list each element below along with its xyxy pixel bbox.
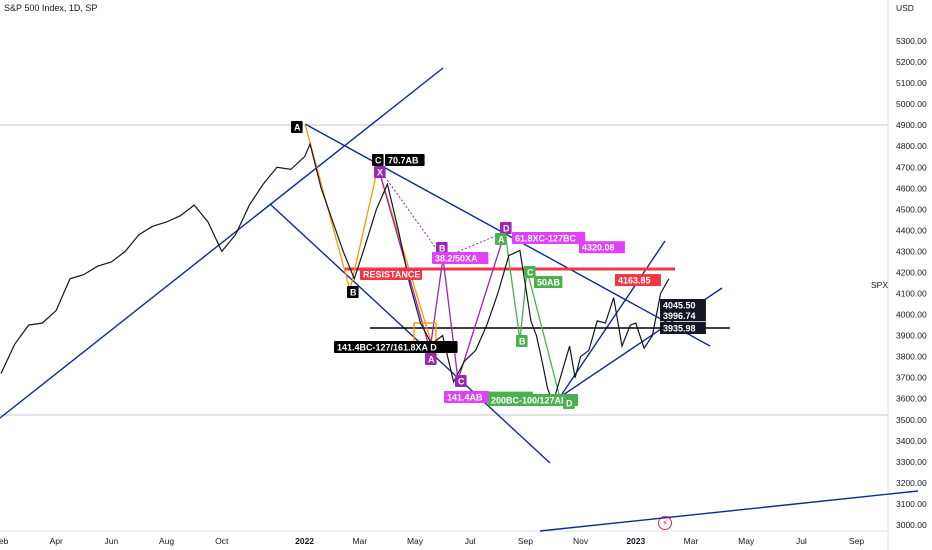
pattern-label-box [534,276,563,288]
y-tick-label: 4800.00 [896,141,927,151]
price-level-box [615,274,661,287]
x-tick-label: Nov [573,536,589,546]
x-tick-label: Oct [215,536,229,546]
y-tick-label: 3700.00 [896,373,927,383]
pattern-label-box [524,266,536,278]
y-tick-label: 5300.00 [896,36,927,46]
pattern-label-box [512,232,586,244]
pattern-label: A [294,123,301,133]
y-tick-label: 3300.00 [896,457,927,467]
pattern-label-box [495,233,507,245]
pattern-label: RESISTANCE [363,270,420,280]
price-level-box [579,241,625,254]
pattern-label: C [527,268,534,278]
y-tick-label: 3200.00 [896,478,927,488]
y-tick-label: 5200.00 [896,57,927,67]
y-tick-label: 3400.00 [896,436,927,446]
price-level-label: 3996.74 [663,311,696,321]
y-tick-label: 5100.00 [896,78,927,88]
x-tick-label: 2022 [295,536,314,546]
y-tick-label: 4000.00 [896,310,927,320]
x-tick-label: Jul [796,536,807,546]
x-tick-label: Mar [352,536,367,546]
x-tick-label: Feb [0,536,9,546]
x-tick-label: Sep [849,536,864,546]
price-level-box [660,298,706,311]
pattern-label-box [425,353,437,365]
pattern-label: B [519,337,526,347]
y-tick-label: 3500.00 [896,415,927,425]
pattern-label: D [566,399,573,409]
pattern-label-box [347,286,359,298]
pattern-label-box [444,391,490,403]
pattern-label: X [377,168,383,178]
pattern-label-box [488,394,578,406]
y-tick-label: 3100.00 [896,499,927,509]
price-series-line [0,142,670,405]
pattern-label-box [334,341,458,353]
pattern-label-box [360,268,422,280]
x-tick-label: 2023 [626,536,645,546]
pattern-label: C [375,156,382,166]
y-tick-label: 4900.00 [896,120,927,130]
y-tick-label: 4600.00 [896,183,927,193]
y-tick-label: 3900.00 [896,331,927,341]
y-tick-label: 3800.00 [896,352,927,362]
pattern-label: A [428,355,435,365]
pattern-label-box [436,242,448,254]
y-tick-label: 3600.00 [896,394,927,404]
x-tick-label: Apr [50,536,63,546]
x-tick-label: Aug [159,536,174,546]
pattern-label: B [439,244,446,254]
price-level-box [660,309,706,322]
pattern-label: 61.8XC-127BC [515,234,577,244]
pattern-label: C [458,377,465,387]
y-tick-label: 4100.00 [896,289,927,299]
lightning-icon[interactable]: ⚡ [658,516,672,530]
x-tick-label: Mar [684,536,699,546]
pattern-label-box [455,375,467,387]
pattern-label: 141.4AB [447,393,483,403]
x-tick-label: Sep [518,536,533,546]
y-tick-label: 4300.00 [896,246,927,256]
price-level-label: 4320.08 [582,243,615,253]
y-tick-label: 3000.00 [896,520,927,530]
y-tick-label: 4200.00 [896,267,927,277]
x-tick-label: Jun [105,536,119,546]
symbol-label: SPX [871,280,888,290]
y-tick-label: 4700.00 [896,162,927,172]
pattern-label: 38.2/50XA [435,254,478,264]
price-level-label: 3935.98 [663,324,696,334]
pattern-label: 70.7AB [388,156,419,166]
pattern-label-box [516,335,528,347]
pattern-label: A [498,235,505,245]
pattern-label-box [374,166,386,178]
pattern-label-box [563,397,575,409]
x-tick-label: Jul [465,536,476,546]
price-level-box [660,322,706,335]
pattern-label: B [350,288,357,298]
pattern-label-box [291,121,303,133]
price-level-label: 4045.50 [663,300,696,310]
x-tick-label: May [407,536,424,546]
pattern-label-box [385,154,425,166]
pattern-label: D [503,224,510,234]
x-tick-label: May [738,536,755,546]
pattern-label: 141.4BC-127/161.8XA D [337,343,437,353]
y-tick-label: 4400.00 [896,225,927,235]
chart-title: S&P 500 Index, 1D, SP [4,3,98,13]
pattern-label: 200BC-100/127AB [491,396,568,406]
currency-label: USD [896,3,914,13]
pattern-label-box [432,252,489,264]
pattern-label-box [500,222,512,234]
y-tick-label: 5000.00 [896,99,927,109]
y-tick-label: 4500.00 [896,204,927,214]
pattern-label-box [372,154,384,166]
pattern-label: 50AB [537,278,561,288]
price-level-label: 4163.85 [618,276,651,286]
